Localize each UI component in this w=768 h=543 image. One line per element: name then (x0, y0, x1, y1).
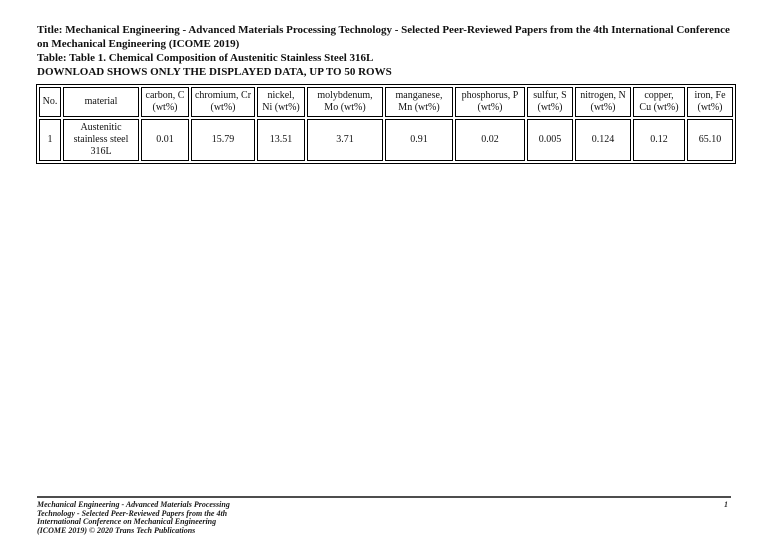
cell-sulfur: 0.005 (527, 119, 573, 161)
document-title: Title: Mechanical Engineering - Advanced… (37, 24, 730, 50)
col-header-carbon: carbon, C (wt%) (141, 87, 189, 117)
cell-molybdenum: 3.71 (307, 119, 383, 161)
col-header-material: material (63, 87, 139, 117)
footer-citation: Mechanical Engineering - Advanced Materi… (37, 500, 277, 535)
col-header-phosphorus: phosphorus, P (wt%) (455, 87, 525, 117)
table-header-row: No. material carbon, C (wt%) chromium, Cr… (39, 87, 733, 117)
cell-chromium: 15.79 (191, 119, 255, 161)
col-header-iron: iron, Fe (wt%) (687, 87, 733, 117)
col-header-sulfur: sulfur, S (wt%) (527, 87, 573, 117)
cell-phosphorus: 0.02 (455, 119, 525, 161)
col-header-label: material (84, 96, 118, 107)
cell-carbon: 0.01 (141, 119, 189, 161)
col-header-nickel: nickel, Ni (wt%) (257, 87, 305, 117)
footer-divider (37, 496, 731, 498)
cell-nitrogen: 0.124 (575, 119, 631, 161)
cell-iron: 65.10 (687, 119, 733, 161)
footer-line: International Conference on Mechanical E… (37, 517, 217, 526)
cell-copper: 0.12 (633, 119, 685, 161)
page-number: 1 (724, 500, 728, 509)
footer-line: Technology - Selected Peer-Reviewed Pape… (37, 508, 228, 518)
col-header-chromium: chromium, Cr (wt%) (191, 87, 255, 117)
col-header-molybdenum: molybdenum, Mo (wt%) (307, 87, 383, 117)
footer-line: (ICOME 2019) © 2020 Trans Tech Publicati… (37, 525, 196, 535)
download-note: DOWNLOAD SHOWS ONLY THE DISPLAYED DATA, … (37, 66, 392, 78)
col-header-label: No. (42, 96, 58, 107)
table-row: 1 Austenitic stainless steel 316L 0.01 1… (39, 119, 733, 161)
cell-manganese: 0.91 (385, 119, 453, 161)
footer-line: Mechanical Engineering - Advanced Materi… (37, 500, 230, 509)
composition-table: No. material carbon, C (wt%) chromium, Cr… (36, 84, 736, 164)
col-header-copper: copper, Cu (wt%) (633, 87, 685, 117)
document-header: Title: Mechanical Engineering - Advanced… (37, 23, 733, 79)
col-header-no: No. (39, 87, 61, 117)
col-header-manganese: manganese, Mn (wt%) (385, 87, 453, 117)
cell-nickel: 13.51 (257, 119, 305, 161)
col-header-nitrogen: nitrogen, N (wt%) (575, 87, 631, 117)
table-caption: Table: Table 1. Chemical Composition of … (37, 52, 374, 64)
cell-material: Austenitic stainless steel 316L (63, 119, 139, 161)
cell-no: 1 (39, 119, 61, 161)
